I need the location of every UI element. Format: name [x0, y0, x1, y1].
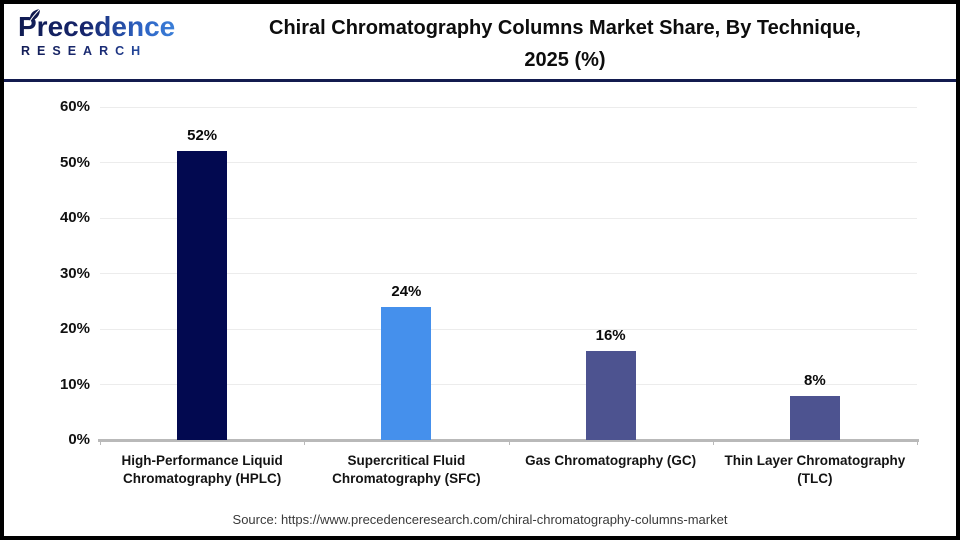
header: Precedence RESEARCH Chiral Chromatograph… — [4, 4, 956, 79]
y-axis: 0% 10% 20% 30% 40% 50% 60% — [12, 98, 90, 448]
bar — [177, 151, 228, 440]
bar-value-label: 8% — [804, 371, 826, 389]
logo-subtext: RESEARCH — [18, 44, 183, 58]
bar-value-label: 24% — [391, 282, 422, 300]
leaf-icon — [29, 8, 41, 22]
y-tick-label: 50% — [59, 153, 90, 171]
chart-title: Chiral Chromatography Columns Market Sha… — [184, 12, 946, 76]
gridline — [100, 217, 917, 219]
y-tick-label: 0% — [68, 431, 90, 448]
gridline — [100, 162, 917, 163]
gridline — [100, 106, 917, 108]
category-label: Supercritical Fluid Chromatography (SFC) — [332, 453, 481, 487]
chart-title-text: Chiral Chromatography Columns Market Sha… — [269, 17, 861, 71]
plot-area: 52% 24% 16% 8% — [98, 106, 919, 445]
y-tick-label: 60% — [59, 98, 90, 115]
y-tick-label: 10% — [59, 375, 90, 393]
gridline — [100, 328, 917, 330]
bar-value-label: 16% — [595, 327, 626, 345]
axis-tick — [304, 440, 306, 445]
x-axis-labels: High-Performance Liquid Chromatography (… — [100, 452, 917, 488]
y-tick-label: 30% — [59, 264, 90, 282]
category-label: Gas Chromatography (GC) — [525, 453, 697, 468]
header-rule — [4, 79, 956, 82]
axis-tick — [917, 440, 918, 445]
y-tick-label: 40% — [59, 209, 90, 226]
bar-value-label: 52% — [187, 127, 218, 145]
source-text: Source: https://www.precedenceresearch.c… — [232, 512, 728, 527]
axis-tick — [712, 440, 714, 445]
category-label: High-Performance Liquid Chromatography (… — [121, 453, 283, 487]
axis-tick — [100, 440, 101, 445]
bar — [789, 395, 840, 440]
y-tick-label: 20% — [59, 320, 90, 337]
bar — [381, 306, 432, 440]
axis-tick — [508, 440, 510, 445]
category-label: Thin Layer Chromatography (TLC) — [724, 453, 906, 487]
gridline — [100, 384, 917, 385]
gridline — [100, 273, 917, 274]
brand-logo: Precedence RESEARCH — [18, 8, 183, 58]
bar — [585, 351, 636, 440]
logo-wordmark: Precedence — [18, 11, 183, 43]
